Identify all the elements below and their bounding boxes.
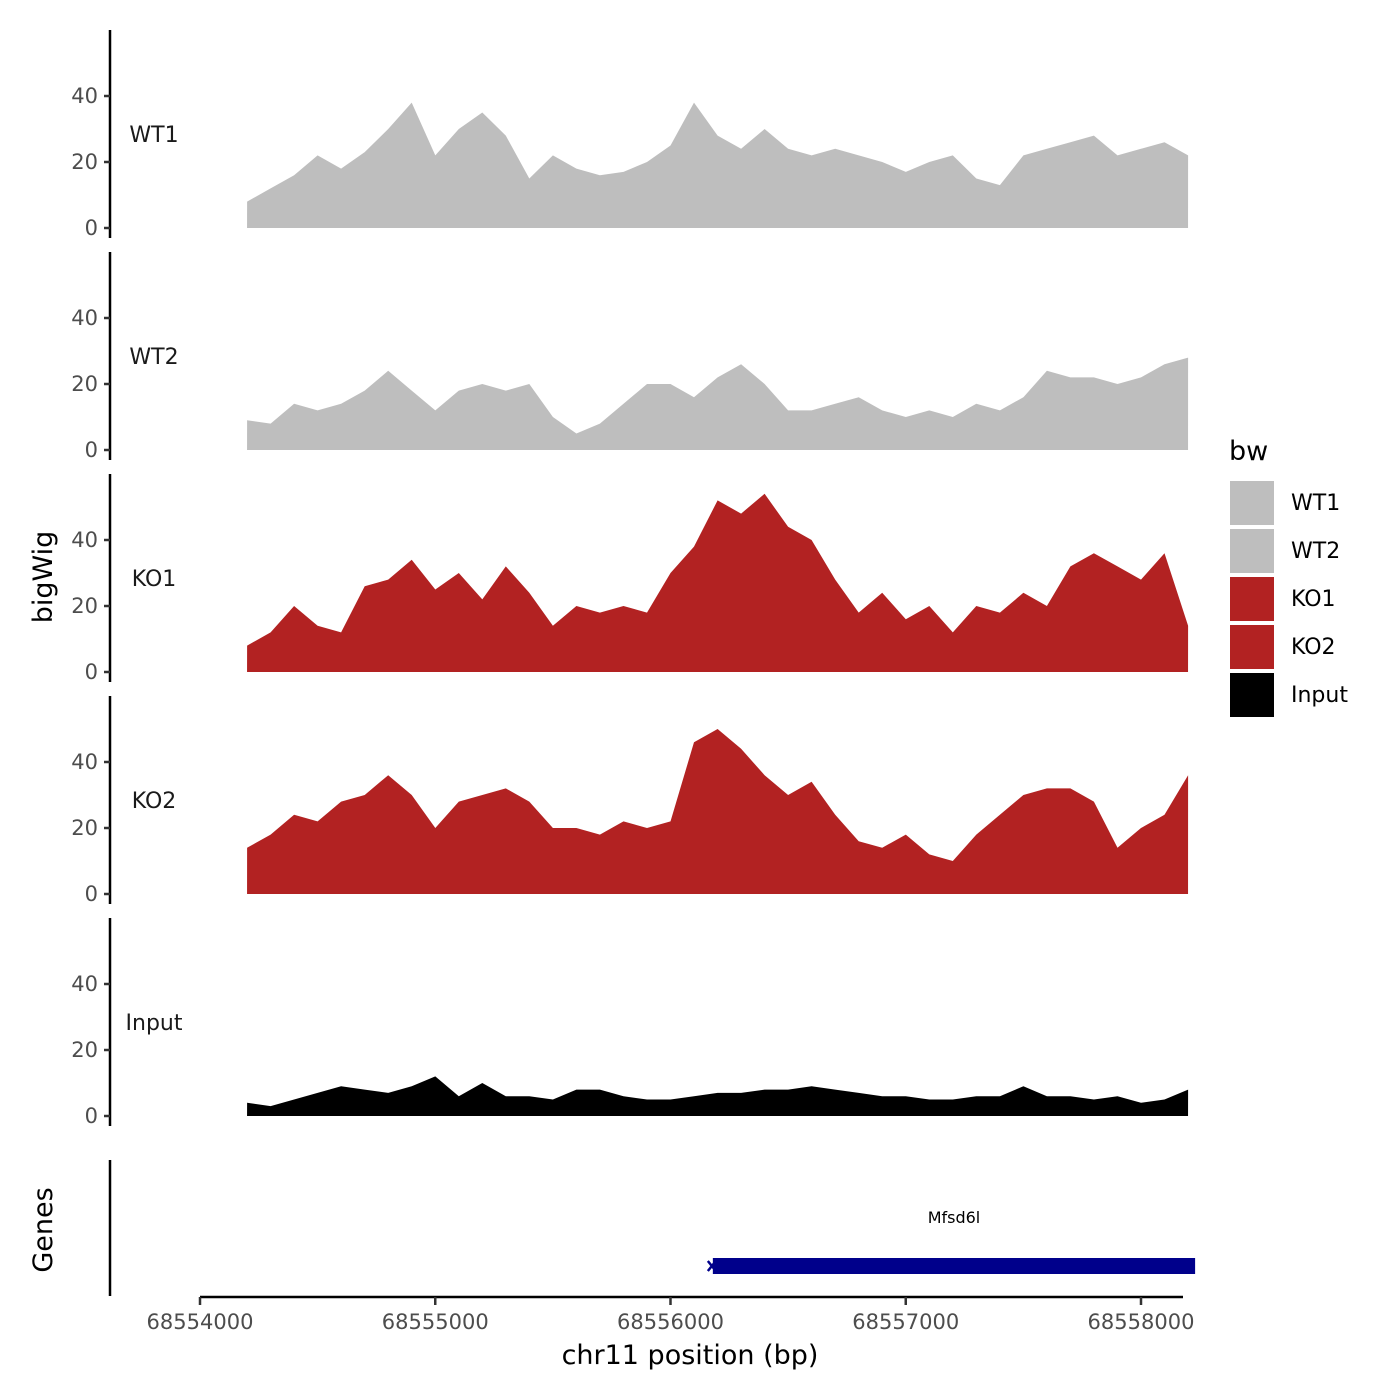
- y-tick-label: 20: [71, 372, 98, 396]
- track-label-wt2: WT2: [129, 345, 178, 370]
- y-tick-label: 0: [85, 216, 98, 240]
- gene-body-mfsd6l: [712, 1258, 1196, 1274]
- y-tick-label: 20: [71, 150, 98, 174]
- track-label-input: Input: [126, 1011, 183, 1036]
- legend-title: bw: [1229, 436, 1268, 467]
- y-tick-label: 40: [71, 306, 98, 330]
- coverage-area-ko1: [247, 493, 1189, 672]
- legend-entry-wt2: WT2: [1228, 527, 1340, 575]
- track-panels: 0 20 40 WT1 0 20 40 WT2 0 20 40 KO1 0 20 40 KO2 0 20 40 Inp…: [71, 30, 1189, 1128]
- legend-entry-wt1: WT1: [1228, 479, 1340, 527]
- x-tick-label: 68555000: [382, 1310, 489, 1334]
- y-tick-label: 20: [71, 816, 98, 840]
- track-label-ko1: KO1: [132, 567, 177, 592]
- legend-swatch: [1228, 527, 1276, 575]
- legend-entry-ko2: KO2: [1228, 623, 1336, 671]
- track-panel-input: 0 20 40 Input: [71, 918, 1189, 1128]
- coverage-area-ko2: [247, 729, 1189, 894]
- track-panel-wt1: 0 20 40 WT1: [71, 30, 1189, 240]
- y-tick-label: 40: [71, 528, 98, 552]
- legend-entries: WT1 WT2 KO1 KO2 Input: [1228, 479, 1348, 719]
- track-panel-wt2: 0 20 40 WT2: [71, 252, 1189, 462]
- y-tick-label: 0: [85, 882, 98, 906]
- legend-label: Input: [1291, 683, 1348, 708]
- x-tick-label: 68557000: [852, 1310, 959, 1334]
- legend-label: WT1: [1291, 491, 1340, 516]
- coverage-area-wt2: [247, 357, 1189, 450]
- legend: bw WT1 WT2 KO1 KO2 Input: [1228, 436, 1348, 719]
- genes-axis-title: Genes: [28, 1187, 59, 1272]
- track-panel-ko1: 0 20 40 KO1: [71, 474, 1189, 684]
- coverage-area-wt1: [247, 102, 1189, 228]
- legend-swatch: [1228, 623, 1276, 671]
- x-axis-title: chr11 position (bp): [562, 1340, 819, 1371]
- coverage-area-input: [247, 1076, 1189, 1116]
- y-tick-label: 0: [85, 438, 98, 462]
- legend-label: KO2: [1291, 635, 1336, 660]
- x-tick-label: 68554000: [147, 1310, 254, 1334]
- y-tick-label: 20: [71, 594, 98, 618]
- y-tick-label: 40: [71, 750, 98, 774]
- y-axis-title: bigWig: [28, 531, 59, 624]
- gene-start-marker: [706, 1260, 717, 1272]
- legend-label: KO1: [1291, 587, 1336, 612]
- legend-entry-ko1: KO1: [1228, 575, 1336, 623]
- y-tick-label: 0: [85, 660, 98, 684]
- legend-swatch: [1228, 671, 1276, 719]
- track-panel-ko2: 0 20 40 KO2: [71, 696, 1189, 906]
- x-tick-label: 68558000: [1088, 1310, 1195, 1334]
- y-tick-label: 40: [71, 972, 98, 996]
- genes-panel: Mfsd6l: [108, 1160, 1196, 1296]
- legend-swatch: [1228, 575, 1276, 623]
- track-label-wt1: WT1: [129, 123, 178, 148]
- legend-label: WT2: [1291, 539, 1340, 564]
- y-tick-label: 20: [71, 1038, 98, 1062]
- x-axis: 68554000 68555000 68556000 68557000 68558000: [147, 1295, 1195, 1334]
- y-tick-label: 0: [85, 1104, 98, 1128]
- legend-swatch: [1228, 479, 1276, 527]
- y-tick-label: 40: [71, 84, 98, 108]
- track-label-ko2: KO2: [132, 789, 177, 814]
- gene-label-mfsd6l: Mfsd6l: [928, 1208, 981, 1227]
- legend-entry-input: Input: [1228, 671, 1348, 719]
- x-tick-label: 68556000: [617, 1310, 724, 1334]
